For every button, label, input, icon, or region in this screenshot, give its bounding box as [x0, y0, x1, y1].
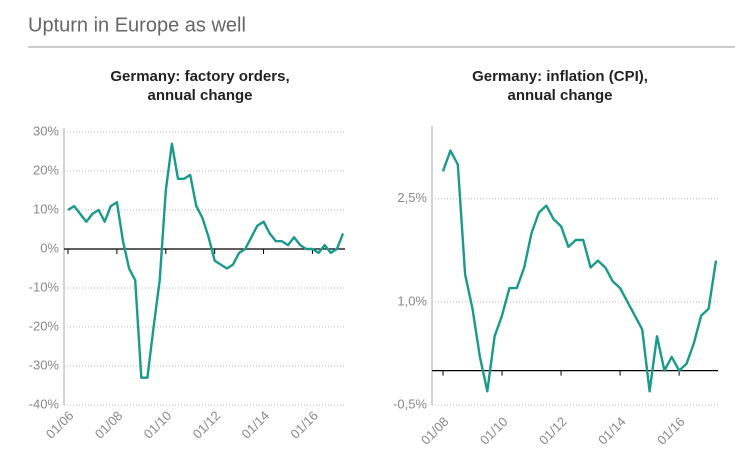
y-tick-label: -20% [29, 318, 60, 333]
x-tick-label: 01/14 [595, 414, 629, 448]
chart-title: Germany: inflation (CPI), [472, 68, 648, 85]
page-title: Upturn in Europe as well [28, 14, 246, 36]
y-tick-label: 30% [33, 123, 59, 138]
y-tick-label: 1,0% [397, 293, 427, 308]
y-tick-label: -0,5% [393, 396, 427, 411]
x-tick-label: 01/10 [477, 414, 511, 448]
y-tick-label: -30% [29, 357, 60, 372]
x-tick-label: 01/14 [238, 408, 272, 442]
x-tick-label: 01/06 [43, 408, 77, 442]
x-tick-label: 01/08 [418, 414, 452, 448]
chart-title: Germany: factory orders, [110, 68, 289, 85]
y-tick-label: 0% [40, 240, 59, 255]
x-tick-label: 01/08 [92, 408, 126, 442]
series-line [441, 149, 718, 393]
x-tick-label: 01/10 [141, 408, 175, 442]
series-line [67, 142, 345, 379]
chart-title: annual change [507, 87, 612, 104]
y-tick-label: 10% [33, 201, 59, 216]
chart-title: annual change [147, 87, 252, 104]
y-tick-label: 2,5% [397, 190, 427, 205]
y-tick-label: 20% [33, 162, 59, 177]
x-tick-label: 01/16 [287, 408, 321, 442]
y-tick-label: -40% [29, 396, 60, 411]
x-tick-label: 01/16 [654, 414, 688, 448]
x-tick-label: 01/12 [190, 408, 224, 442]
x-tick-label: 01/12 [536, 414, 570, 448]
y-tick-label: -10% [29, 279, 60, 294]
